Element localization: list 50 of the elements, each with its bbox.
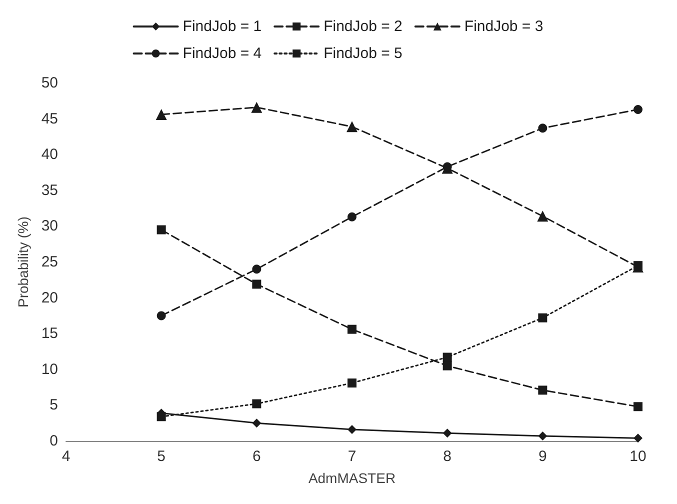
point <box>348 324 356 334</box>
point <box>252 418 262 428</box>
point <box>252 280 262 289</box>
point <box>442 428 452 438</box>
point <box>442 352 452 362</box>
point <box>538 124 548 133</box>
y-tick-label: 25 <box>41 254 58 270</box>
point <box>538 313 548 322</box>
point <box>156 109 167 120</box>
x-tick-label: 4 <box>62 448 70 465</box>
y-tick-label: 40 <box>41 146 58 164</box>
legend-label: FindJob = 3 <box>464 18 544 35</box>
y-tick-label: 0 <box>50 432 58 450</box>
point <box>156 225 166 234</box>
point <box>634 104 642 114</box>
y-tick-label: 45 <box>41 110 58 128</box>
point <box>252 264 262 274</box>
y-tick-label: 10 <box>41 360 58 378</box>
point <box>252 399 262 408</box>
point <box>538 431 548 440</box>
y-axis-title: Probability (%) <box>15 216 31 308</box>
point <box>442 361 452 370</box>
x-tick-label: 5 <box>157 448 166 465</box>
point <box>538 386 548 395</box>
legend-label: FindJob = 1 <box>182 18 262 35</box>
point <box>346 121 358 132</box>
x-tick-label: 8 <box>443 448 452 465</box>
y-tick-label: 5 <box>50 396 58 414</box>
y-tick-label: 50 <box>41 74 58 92</box>
point <box>634 402 642 412</box>
point <box>156 311 166 320</box>
y-tick-label: 20 <box>41 289 58 306</box>
x-tick-label: 10 <box>630 448 646 465</box>
x-axis-title: AdmMASTER <box>308 470 396 486</box>
point <box>348 378 356 388</box>
y-tick-label: 30 <box>41 218 58 235</box>
legend-label: FindJob = 4 <box>182 45 262 62</box>
y-tick-label: 15 <box>41 325 58 342</box>
legend-label: FindJob = 2 <box>324 18 402 35</box>
point <box>348 212 356 222</box>
point <box>537 210 548 222</box>
x-tick-label: 6 <box>252 448 261 465</box>
point <box>251 102 262 113</box>
y-tick-label: 35 <box>41 182 58 199</box>
point <box>156 412 166 422</box>
x-tick-label: 9 <box>538 448 547 465</box>
point <box>634 434 642 443</box>
point <box>348 425 356 434</box>
x-tick-label: 7 <box>348 448 356 465</box>
legend-label: FindJob = 5 <box>324 45 402 62</box>
